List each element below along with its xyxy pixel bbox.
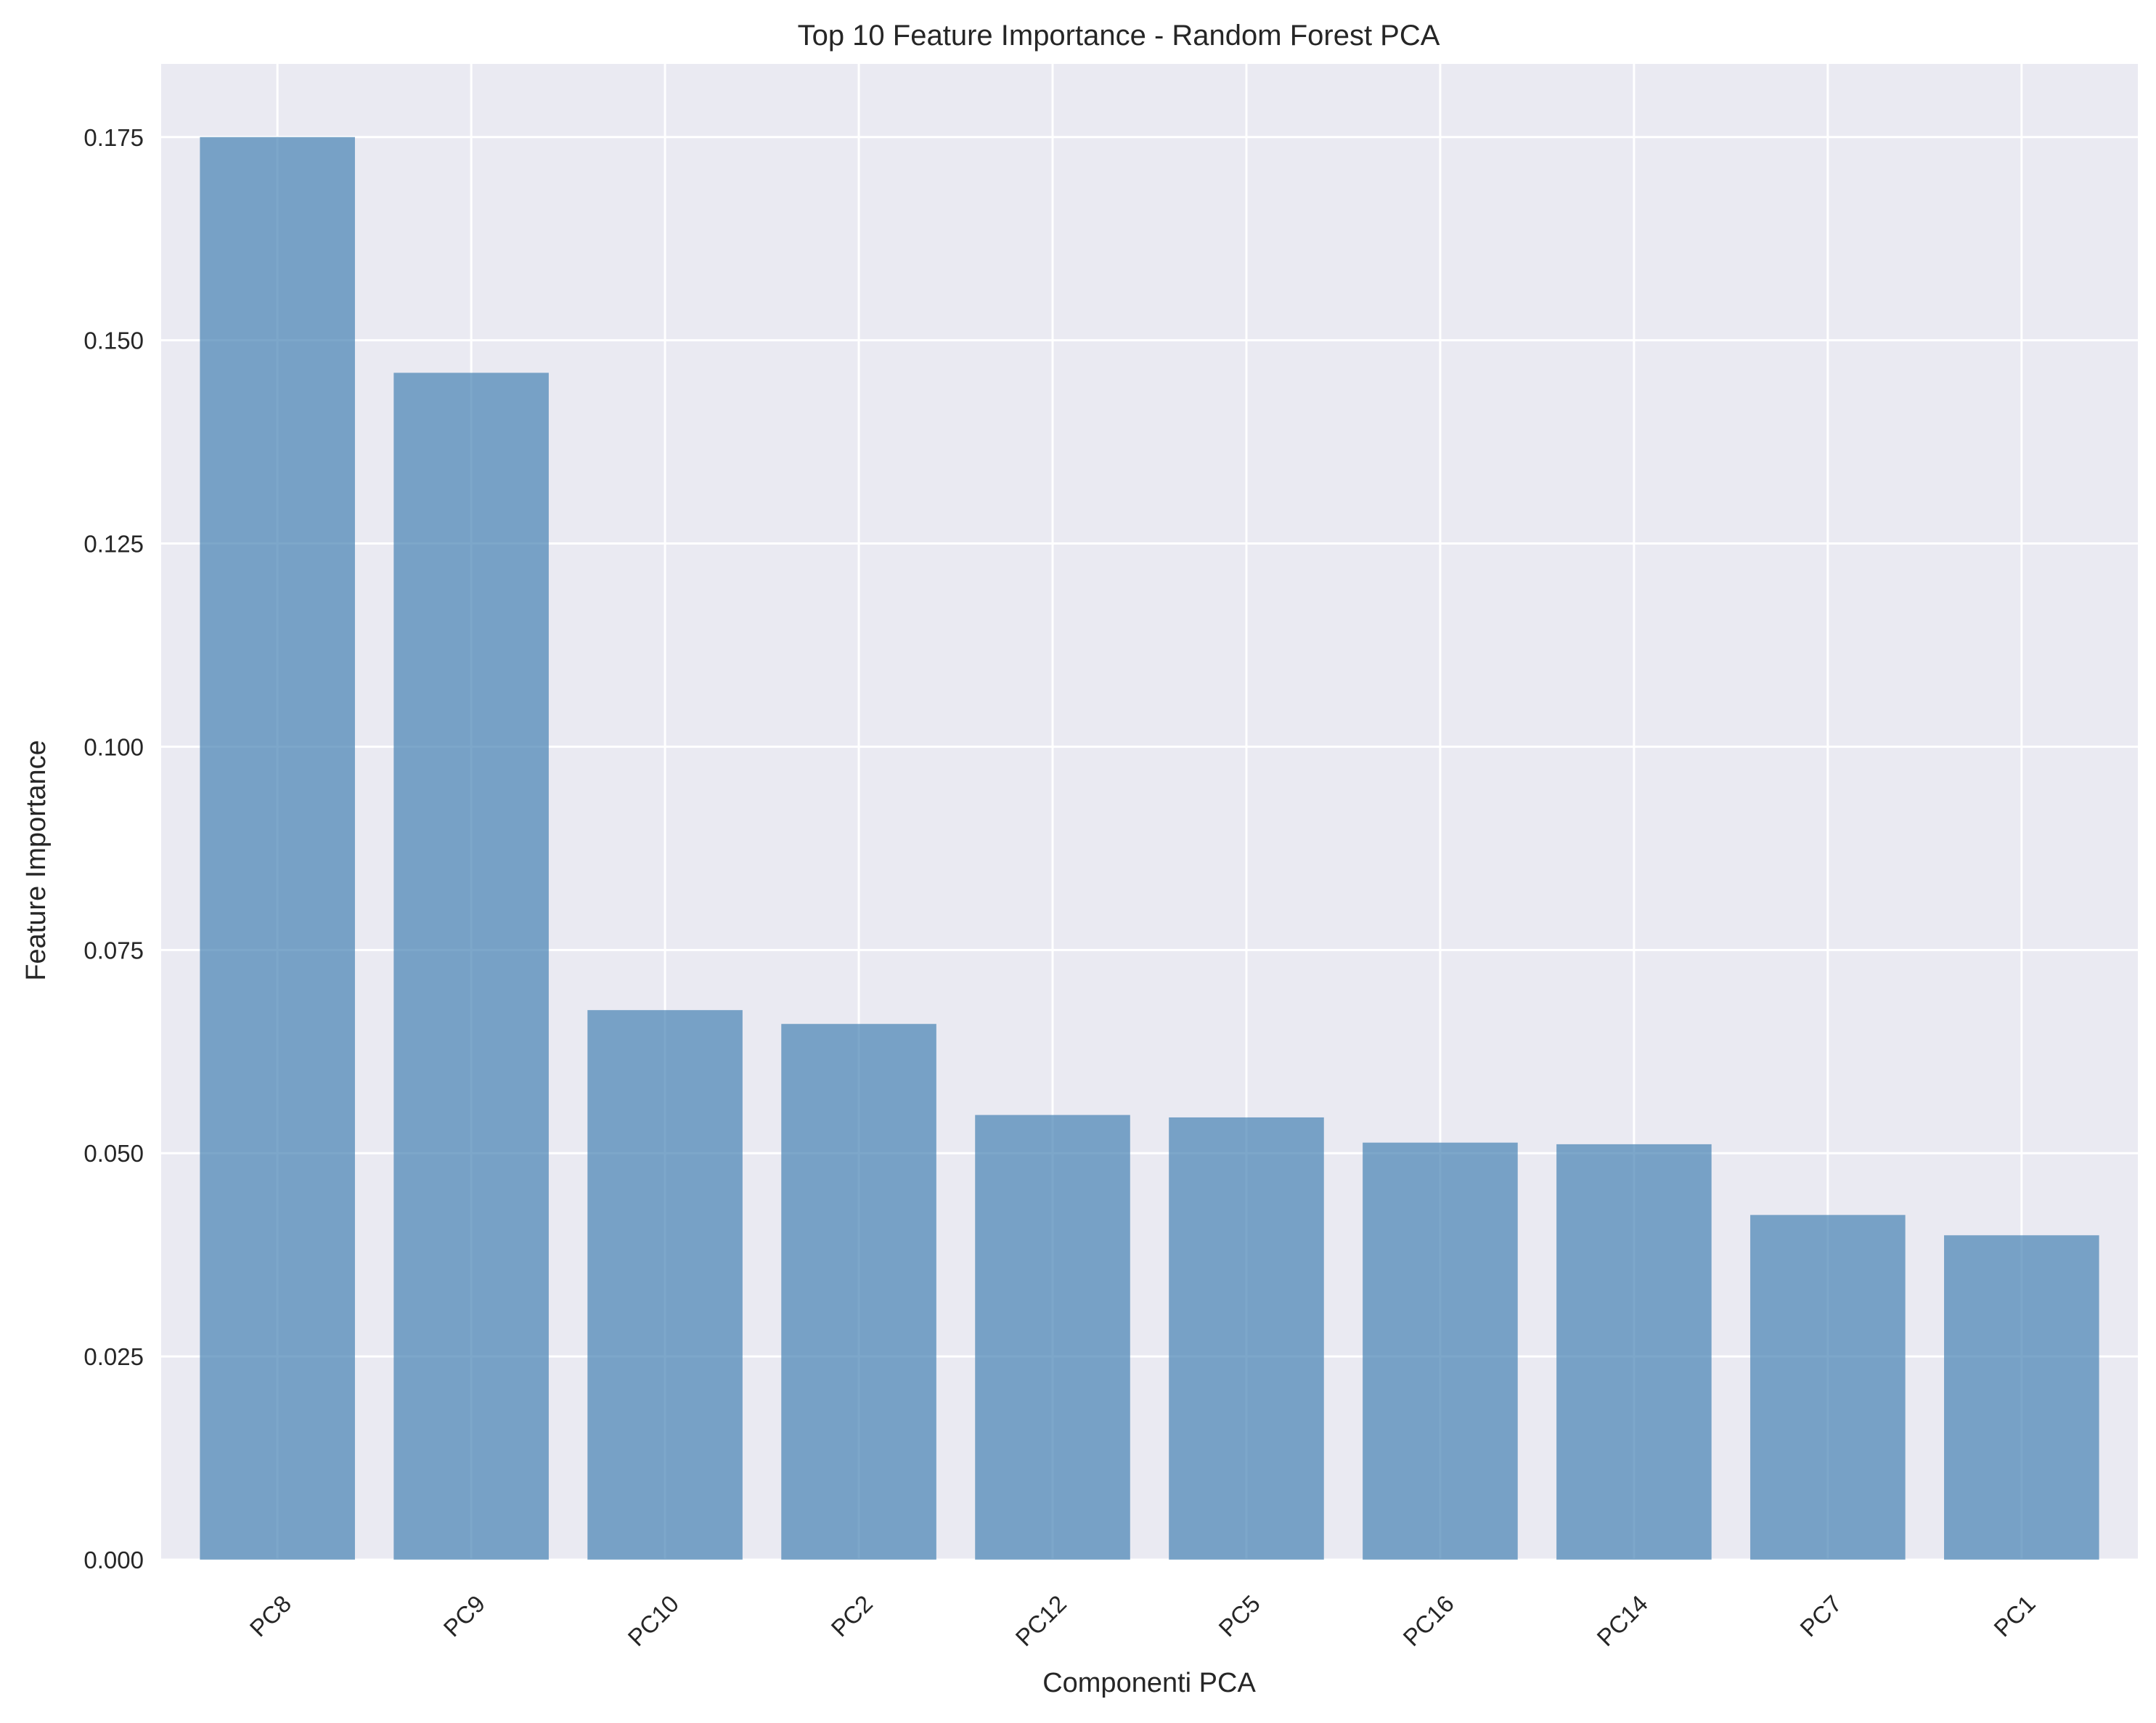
y-axis-ticks: 0.000 0.025 0.050 0.075 0.100 0.125 0.150 0.175 xyxy=(83,124,144,1573)
y-tick-label: 0.050 xyxy=(83,1140,144,1167)
y-tick-label: 0.100 xyxy=(83,733,144,760)
y-tick-label: 0.025 xyxy=(83,1343,144,1370)
bar-pc10 xyxy=(587,1010,743,1560)
y-axis-label: Feature Importance xyxy=(21,740,52,981)
bar-pc9 xyxy=(393,372,549,1560)
bar-pc12 xyxy=(975,1115,1130,1560)
chart-title: Top 10 Feature Importance - Random Fores… xyxy=(798,20,1440,52)
bar-pc8 xyxy=(200,137,355,1560)
y-tick-label: 0.150 xyxy=(83,327,144,354)
bars xyxy=(200,137,2099,1560)
bar-pc5 xyxy=(1169,1117,1324,1560)
y-tick-label: 0.075 xyxy=(83,937,144,964)
bar-pc1 xyxy=(1944,1235,2099,1560)
y-tick-label: 0.175 xyxy=(83,124,144,151)
y-tick-label: 0.000 xyxy=(83,1547,144,1573)
bar-pc2 xyxy=(781,1024,936,1560)
bar-pc14 xyxy=(1556,1144,1712,1560)
bar-pc16 xyxy=(1363,1142,1518,1560)
bar-pc7 xyxy=(1750,1215,1906,1560)
y-tick-label: 0.125 xyxy=(83,531,144,558)
x-axis-label: Componenti PCA xyxy=(1042,1668,1256,1698)
